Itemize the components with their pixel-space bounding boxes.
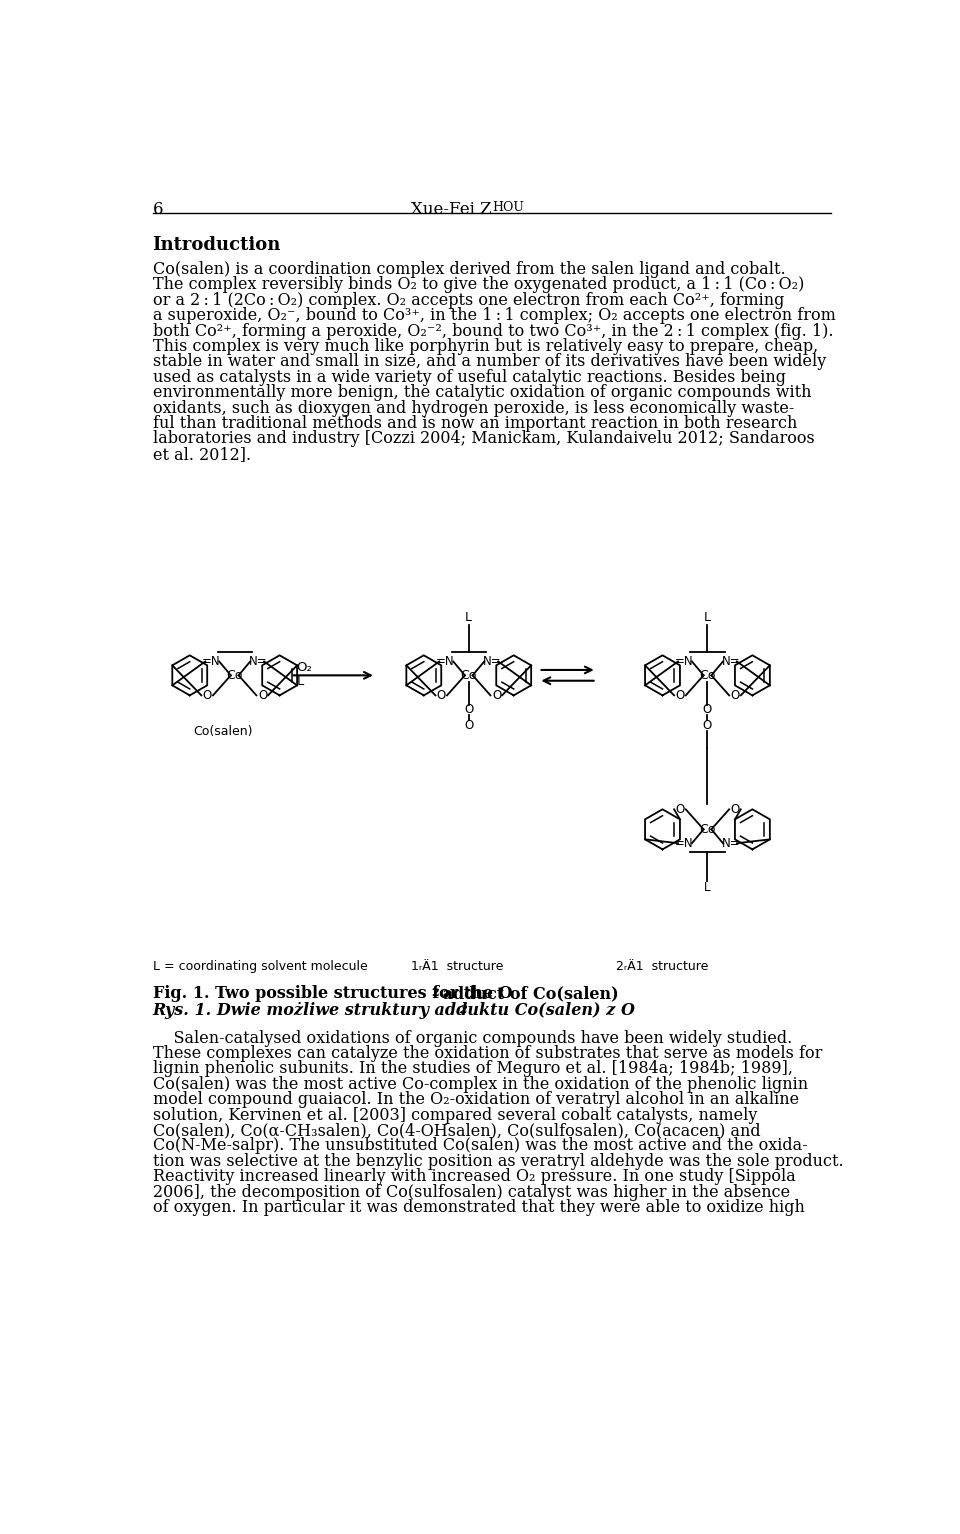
Text: L: L xyxy=(704,611,711,624)
Text: =N: =N xyxy=(436,655,455,667)
Text: =N: =N xyxy=(203,655,221,667)
Text: et al. 2012].: et al. 2012]. xyxy=(153,446,251,463)
Text: L = coordinating solvent molecule: L = coordinating solvent molecule xyxy=(153,960,368,973)
Text: both Co²⁺, forming a peroxide, O₂⁻², bound to two Co³⁺, in the 2 : 1 complex (fi: both Co²⁺, forming a peroxide, O₂⁻², bou… xyxy=(153,322,833,339)
Text: O: O xyxy=(703,704,712,716)
Text: Co: Co xyxy=(227,669,243,681)
Text: used as catalysts in a wide variety of useful catalytic reactions. Besides being: used as catalysts in a wide variety of u… xyxy=(153,368,785,387)
Text: 2: 2 xyxy=(432,988,439,999)
Text: model compound guaiacol. In the O₂-oxidation of veratryl alcohol in an alkaline: model compound guaiacol. In the O₂-oxida… xyxy=(153,1091,799,1108)
Text: environmentally more benign, the catalytic oxidation of organic compounds with: environmentally more benign, the catalyt… xyxy=(153,385,811,402)
Text: O: O xyxy=(258,689,267,703)
Text: O: O xyxy=(464,704,473,716)
Text: lignin phenolic subunits. In the studies of Meguro et al. [1984a; 1984b; 1989],: lignin phenolic subunits. In the studies… xyxy=(153,1060,793,1077)
Text: O: O xyxy=(436,689,445,703)
Text: This complex is very much like porphyrin but is relatively easy to prepare, chea: This complex is very much like porphyrin… xyxy=(153,337,818,354)
Text: ful than traditional methods and is now an important reaction in both research: ful than traditional methods and is now … xyxy=(153,416,797,433)
Text: L: L xyxy=(466,611,472,624)
Text: solution, Kervinen et al. [2003] compared several cobalt catalysts, namely: solution, Kervinen et al. [2003] compare… xyxy=(153,1106,756,1123)
Text: O: O xyxy=(492,689,501,703)
Text: tion was selective at the benzylic position as veratryl aldehyde was the sole pr: tion was selective at the benzylic posit… xyxy=(153,1152,843,1170)
Text: oxidants, such as dioxygen and hydrogen peroxide, is less economically waste-: oxidants, such as dioxygen and hydrogen … xyxy=(153,400,794,417)
Text: Salen-catalysed oxidations of organic compounds have been widely studied.: Salen-catalysed oxidations of organic co… xyxy=(153,1029,792,1046)
Text: The complex reversibly binds O₂ to give the oxygenated product, a 1 : 1 (Co : O₂: The complex reversibly binds O₂ to give … xyxy=(153,276,804,293)
Text: O: O xyxy=(703,719,712,732)
Text: N=: N= xyxy=(721,655,740,667)
Text: or a 2 : 1 (2Co : O₂) complex. O₂ accepts one electron from each Co²⁺, forming: or a 2 : 1 (2Co : O₂) complex. O₂ accept… xyxy=(153,291,784,308)
Text: Rys. 1. Dwie możliwe struktury adduktu Co(salen) z O: Rys. 1. Dwie możliwe struktury adduktu C… xyxy=(153,1002,636,1019)
Text: =N: =N xyxy=(675,836,693,850)
Text: 1ᵣÄ1  structure: 1ᵣÄ1 structure xyxy=(411,960,503,973)
Text: N=: N= xyxy=(721,836,740,850)
Text: L: L xyxy=(705,881,710,894)
Text: stable in water and small in size, and a number of its derivatives have been wid: stable in water and small in size, and a… xyxy=(153,353,826,371)
Text: adduct of Co(salen): adduct of Co(salen) xyxy=(437,985,618,1002)
Text: Co(N-Me-salpr). The unsubstituted Co(salen) was the most active and the oxida-: Co(N-Me-salpr). The unsubstituted Co(sal… xyxy=(153,1137,807,1155)
Text: O: O xyxy=(731,802,740,816)
Text: 6: 6 xyxy=(153,201,163,218)
Text: =N: =N xyxy=(675,655,693,667)
Text: L: L xyxy=(297,675,304,689)
Text: of oxygen. In particular it was demonstrated that they were able to oxidize high: of oxygen. In particular it was demonstr… xyxy=(153,1200,804,1216)
Text: O: O xyxy=(464,719,473,732)
Text: Co: Co xyxy=(699,822,715,836)
Text: Co(salen): Co(salen) xyxy=(193,726,252,738)
Text: Co: Co xyxy=(461,669,477,681)
Text: 2006], the decomposition of Co(sulfosalen) catalyst was higher in the absence: 2006], the decomposition of Co(sulfosale… xyxy=(153,1184,790,1201)
Text: Introduction: Introduction xyxy=(153,236,281,255)
Text: O: O xyxy=(675,802,684,816)
Text: O: O xyxy=(731,689,740,703)
Text: 2: 2 xyxy=(459,1005,467,1016)
Text: Reactivity increased linearly with increased O₂ pressure. In one study [Sippola: Reactivity increased linearly with incre… xyxy=(153,1167,795,1186)
Text: Co(salen), Co(α-CH₃salen), Co(4-OHsalen), Co(sulfosalen), Co(acacen) and: Co(salen), Co(α-CH₃salen), Co(4-OHsalen)… xyxy=(153,1121,760,1138)
Text: Xue-Fei Z: Xue-Fei Z xyxy=(412,201,492,218)
Text: These complexes can catalyze the oxidation of substrates that serve as models fo: These complexes can catalyze the oxidati… xyxy=(153,1045,822,1062)
Text: O: O xyxy=(203,689,211,703)
Text: 2ᵣÄ1  structure: 2ᵣÄ1 structure xyxy=(616,960,708,973)
Text: Co(salen) is a coordination complex derived from the salen ligand and cobalt.: Co(salen) is a coordination complex deri… xyxy=(153,261,785,278)
Text: Co(salen) was the most active Co-complex in the oxidation of the phenolic lignin: Co(salen) was the most active Co-complex… xyxy=(153,1075,807,1092)
Text: Fig. 1. Two possible structures for the O: Fig. 1. Two possible structures for the … xyxy=(153,985,513,1002)
Text: laboratories and industry [Cozzi 2004; Manickam, Kulandaivelu 2012; Sandaroos: laboratories and industry [Cozzi 2004; M… xyxy=(153,431,814,448)
Text: a superoxide, O₂⁻, bound to Co³⁺, in the 1 : 1 complex; O₂ accepts one electron : a superoxide, O₂⁻, bound to Co³⁺, in the… xyxy=(153,307,835,324)
Text: HOU: HOU xyxy=(492,201,525,215)
Text: O: O xyxy=(675,689,684,703)
Text: N=: N= xyxy=(483,655,501,667)
Text: Co: Co xyxy=(699,669,715,681)
Text: O₂: O₂ xyxy=(297,661,313,673)
Text: N=: N= xyxy=(249,655,267,667)
